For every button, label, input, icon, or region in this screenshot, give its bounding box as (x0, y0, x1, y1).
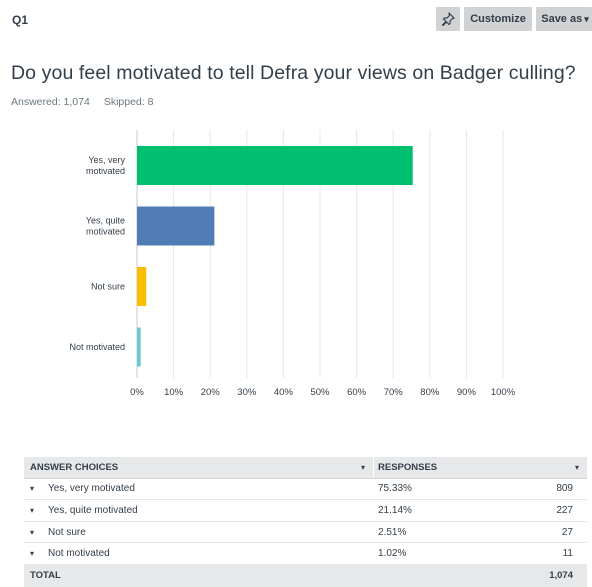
answer-choice: ▾ Not sure (24, 522, 374, 543)
answer-choice-label: Yes, very motivated (48, 483, 135, 495)
response-count: 809 (556, 483, 573, 495)
response-percent: 2.51% (378, 526, 407, 538)
skipped-count: Skipped: 8 (103, 96, 154, 108)
answered-count: Answered: 1,074 (11, 96, 90, 108)
total-count: 1,074 (549, 570, 573, 582)
question-number: Q1 (12, 13, 29, 27)
table-row: ▾ Not motivated 1.02% 11 (24, 543, 587, 565)
answer-choices-header[interactable]: ANSWER CHOICES ▾ (24, 457, 374, 478)
table-header: ANSWER CHOICES ▾ RESPONSES ▾ (24, 457, 587, 479)
x-tick-label: 90% (457, 387, 477, 398)
answer-choice-label: Not motivated (48, 548, 110, 560)
table-row: ▾ Yes, very motivated 75.33% 809 (24, 479, 587, 501)
total-label: TOTAL (30, 570, 61, 582)
bar[interactable] (137, 146, 413, 185)
x-tick-label: 20% (201, 387, 221, 398)
response-count: 227 (556, 504, 573, 516)
customize-button[interactable]: Customize (464, 7, 532, 31)
table-total-row: TOTAL 1,074 (24, 564, 587, 587)
pin-button[interactable] (436, 7, 460, 31)
chevron-down-icon: ▾ (584, 13, 589, 24)
expand-caret-icon[interactable]: ▾ (30, 549, 35, 559)
pin-icon (441, 12, 455, 26)
x-tick-label: 50% (310, 387, 330, 398)
category-labels: Yes, very motivated Yes, quite motivated Not… (69, 155, 125, 352)
x-tick-label: 60% (347, 387, 367, 398)
sort-caret-icon: ▾ (574, 462, 579, 472)
toolbar: Customize Save as ▾ (436, 7, 592, 31)
x-tick-label: 30% (237, 387, 257, 398)
bar[interactable] (137, 267, 147, 306)
table-row: ▾ Yes, quite motivated 21.14% 227 (24, 500, 587, 522)
response-percent: 1.02% (378, 548, 407, 560)
responses-table: ANSWER CHOICES ▾ RESPONSES ▾ ▾ Yes, very … (24, 457, 587, 587)
question-title: Do you feel motivated to tell Defra your… (11, 62, 576, 84)
expand-caret-icon[interactable]: ▾ (30, 505, 35, 515)
category-label: Yes, very motivated (86, 155, 126, 176)
answer-choice: ▾ Yes, very motivated (24, 479, 374, 500)
bar[interactable] (137, 206, 215, 246)
response-stats: Answered: 1,074 Skipped: 8 (11, 96, 153, 108)
answer-choice: ▾ Yes, quite motivated (24, 500, 374, 521)
bar-chart: Yes, very motivated Yes, quite motivated Not… (69, 130, 516, 398)
chart-bars (137, 146, 413, 367)
expand-caret-icon[interactable]: ▾ (30, 484, 35, 494)
x-tick-label: 0% (130, 387, 144, 398)
x-tick-label: 80% (420, 387, 440, 398)
x-tick-label: 10% (164, 387, 184, 398)
save-as-button[interactable]: Save as ▾ (536, 7, 592, 31)
table-row: ▾ Not sure 2.51% 27 (24, 522, 587, 544)
save-as-label: Save as (541, 13, 583, 25)
answer-choice-label: Not sure (48, 526, 86, 538)
category-label: Not motivated (69, 342, 125, 352)
answer-choice: ▾ Not motivated (24, 543, 374, 564)
category-label: Not sure (91, 282, 125, 292)
x-axis-ticks: 0% 10% 20% 30% 40% 50% 60% 70% 80% 90% 100% (130, 387, 516, 398)
category-label: Yes, quite motivated (86, 216, 125, 237)
x-tick-label: 40% (274, 387, 294, 398)
x-tick-label: 70% (384, 387, 404, 398)
response-percent: 21.14% (378, 504, 412, 516)
response-percent: 75.33% (378, 483, 412, 495)
bar[interactable] (137, 327, 141, 367)
response-count: 27 (561, 526, 573, 538)
responses-header[interactable]: RESPONSES ▾ (378, 461, 579, 473)
sort-caret-icon: ▾ (360, 462, 365, 472)
x-tick-label: 100% (491, 387, 516, 398)
answer-choice-label: Yes, quite motivated (48, 504, 138, 516)
expand-caret-icon[interactable]: ▾ (30, 527, 35, 537)
response-count: 11 (562, 548, 573, 560)
